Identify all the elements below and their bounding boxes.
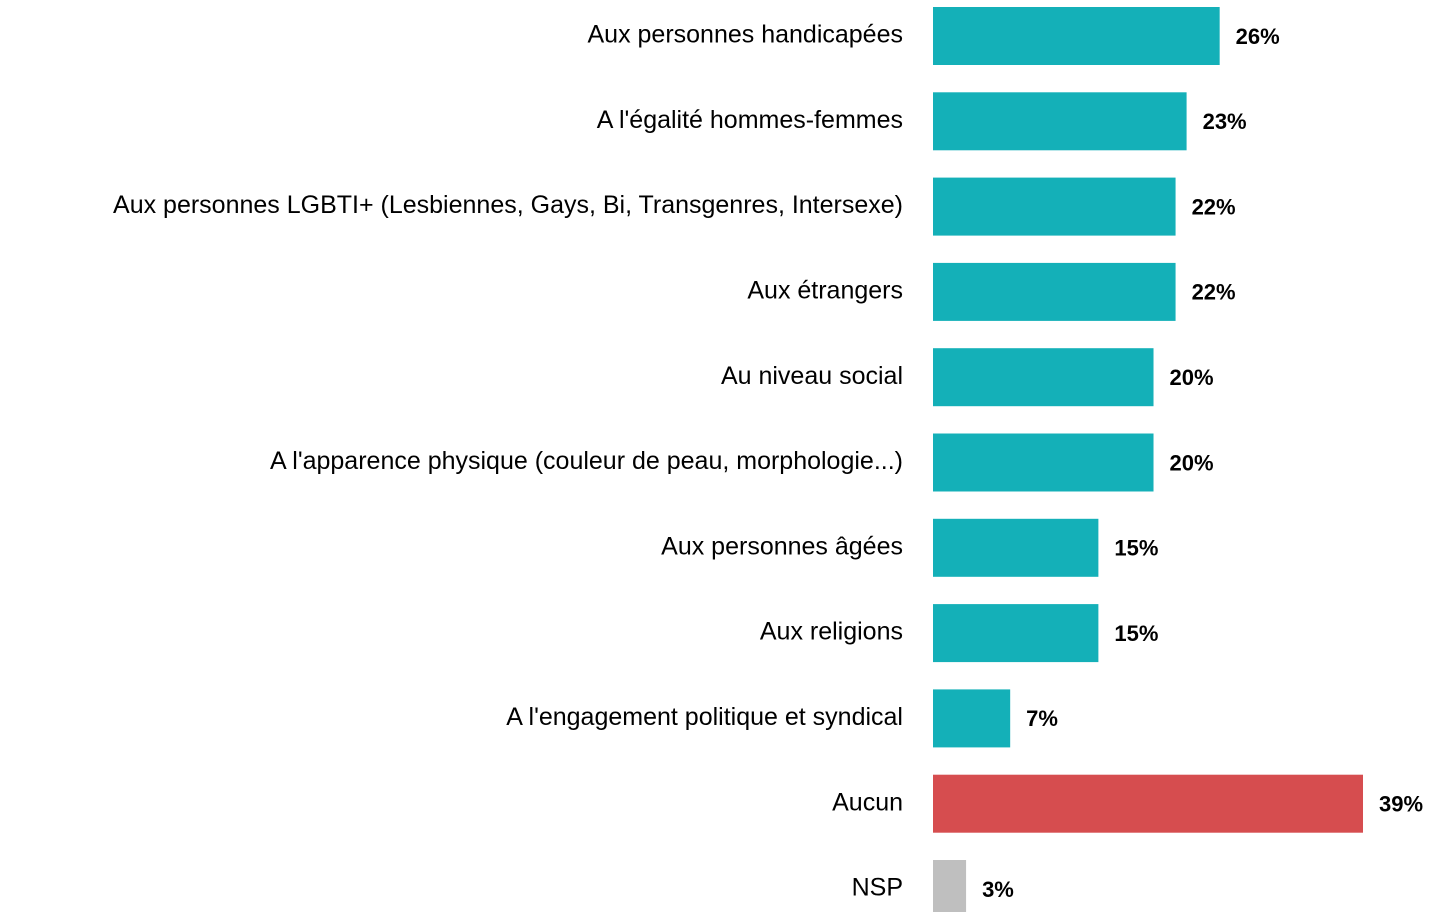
bar	[933, 860, 967, 912]
category-label: Aux étrangers	[747, 277, 903, 305]
value-label: 20%	[1170, 365, 1214, 390]
bar	[933, 518, 1099, 577]
bar	[933, 92, 1187, 151]
category-label: Aux personnes LGBTI+ (Lesbiennes, Gays, …	[113, 191, 903, 219]
category-label: Au niveau social	[721, 362, 903, 390]
bar	[933, 774, 1363, 833]
bar	[933, 262, 1176, 321]
value-label: 26%	[1236, 24, 1280, 49]
category-label: A l'égalité hommes-femmes	[597, 106, 903, 134]
category-label: Aux religions	[760, 618, 903, 646]
value-label: 39%	[1379, 792, 1423, 817]
bar	[933, 348, 1154, 407]
bar	[933, 689, 1011, 748]
bar	[933, 7, 1220, 65]
value-label: 3%	[982, 877, 1014, 902]
value-label: 22%	[1192, 194, 1236, 219]
value-label: 22%	[1192, 280, 1236, 305]
value-label: 7%	[1026, 706, 1058, 731]
value-label: 23%	[1203, 109, 1247, 134]
bar	[933, 177, 1176, 236]
category-label: Aucun	[832, 788, 903, 816]
category-label: A l'apparence physique (couleur de peau,…	[270, 447, 903, 475]
value-label: 20%	[1170, 450, 1214, 475]
category-label: Aux personnes âgées	[661, 532, 903, 560]
category-label: NSP	[852, 874, 903, 902]
bar	[933, 604, 1099, 663]
value-label: 15%	[1114, 621, 1158, 646]
value-label: 15%	[1114, 536, 1158, 561]
bar	[933, 433, 1154, 492]
category-label: Aux personnes handicapées	[587, 21, 903, 49]
category-label: A l'engagement politique et syndical	[506, 703, 903, 731]
